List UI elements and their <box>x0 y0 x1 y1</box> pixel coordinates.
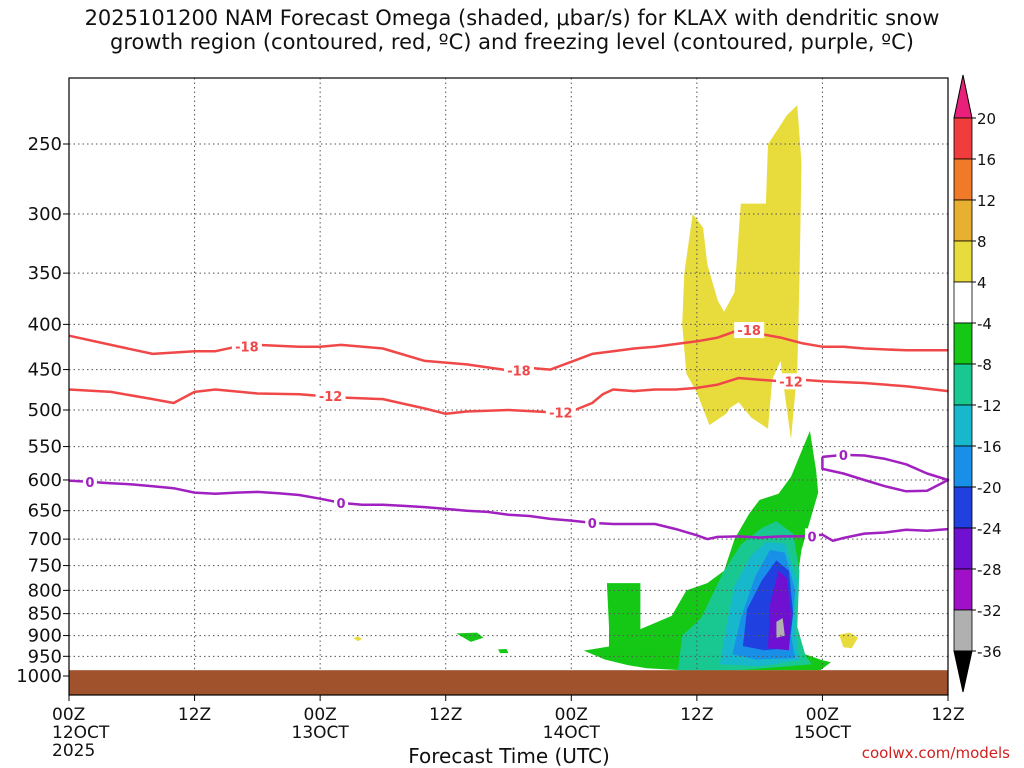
colorbar-segment <box>953 363 973 406</box>
colorbar-label: -8 <box>977 356 992 374</box>
contour-label-bg <box>82 473 97 490</box>
y-tick-label: 600 <box>28 470 62 491</box>
y-tick-label: 700 <box>28 529 62 550</box>
contour-label-bg <box>231 338 262 355</box>
contour-label-bg <box>734 322 765 339</box>
colorbar-label: -32 <box>977 602 1002 620</box>
contour-line-freezing <box>821 453 950 493</box>
ground-terrain <box>69 670 948 695</box>
omega-shade-green-small-a <box>456 632 484 642</box>
colorbar-segment <box>953 445 973 488</box>
contour-label: 0 <box>807 530 816 545</box>
omega-shade-small-yellow-a <box>353 636 362 642</box>
y-tick-label: 950 <box>28 646 62 667</box>
colorbar-segment <box>953 486 973 529</box>
colorbar-segment <box>953 117 973 160</box>
colorbar-segment <box>953 322 973 365</box>
chart-title: 2025101200 NAM Forecast Omega (shaded, μ… <box>84 6 940 54</box>
colorbar-label: -28 <box>977 561 1002 579</box>
colorbar-segment <box>953 404 973 447</box>
contour-label: -18 <box>507 364 531 379</box>
contour-label: -18 <box>737 324 761 339</box>
contour-label: -12 <box>549 406 573 421</box>
x-tick-label: 00Z <box>52 705 85 725</box>
y-tick-label: 250 <box>28 134 62 155</box>
y-tick-label: 750 <box>28 556 62 577</box>
plot-area <box>69 78 948 695</box>
colorbar-segment <box>953 609 973 652</box>
colorbar-label: 20 <box>977 110 996 128</box>
contour-label-bg <box>776 373 807 390</box>
x-tick-label: 12OCT <box>52 723 110 743</box>
source-credit[interactable]: coolwx.com/models <box>861 744 1010 762</box>
x-tick-label: 12Z <box>680 705 713 725</box>
contour-label: -18 <box>235 341 259 356</box>
contour-label: 0 <box>839 449 848 464</box>
contour-label: -12 <box>779 375 803 390</box>
contour-label-bg <box>804 528 819 545</box>
omega-shade-green-small-b <box>498 649 509 654</box>
colorbar-label: -20 <box>977 479 1002 497</box>
y-tick-label: 800 <box>28 580 62 601</box>
omega-shade-small-yellow-b <box>839 632 858 649</box>
colorbar-label: -4 <box>977 315 992 333</box>
colorbar-segment <box>953 568 973 611</box>
contour-label-bg <box>836 446 851 463</box>
x-axis-title: Forecast Time (UTC) <box>408 744 610 768</box>
colorbar-cap-top <box>953 74 973 119</box>
colorbar-label: -12 <box>977 397 1002 415</box>
contour-label-bg <box>545 404 576 421</box>
x-tick-label: 12Z <box>429 705 462 725</box>
x-tick-label: 12Z <box>178 705 211 725</box>
colorbar-label: 8 <box>977 233 987 251</box>
y-tick-label: 1000 <box>16 666 62 687</box>
x-tick-label: 15OCT <box>794 723 852 743</box>
contour-label: -12 <box>319 390 343 405</box>
colorbar-segment <box>953 158 973 201</box>
y-tick-label: 400 <box>28 314 62 335</box>
y-tick-label: 900 <box>28 626 62 647</box>
colorbar-label: -16 <box>977 438 1002 456</box>
colorbar-segment <box>953 240 973 283</box>
colorbar-label: -24 <box>977 520 1002 538</box>
colorbar-segment <box>953 199 973 242</box>
y-tick-label: 650 <box>28 501 62 522</box>
x-tick-label: 00Z <box>304 705 337 725</box>
y-tick-label: 550 <box>28 437 62 458</box>
contour-label-bg <box>315 387 346 404</box>
omega-shade-grey <box>776 618 785 638</box>
omega-shade-upper-yellow <box>682 105 802 440</box>
x-tick-label: 13OCT <box>292 723 350 743</box>
y-tick-label: 300 <box>28 204 62 225</box>
contour-label-bg <box>334 494 349 511</box>
y-tick-label: 850 <box>28 604 62 625</box>
x-tick-label: 14OCT <box>543 723 601 743</box>
plot-frame <box>68 77 949 696</box>
x-tick-label: 00Z <box>806 705 839 725</box>
contour-label-bg <box>503 362 534 379</box>
y-tick-label: 450 <box>28 360 62 381</box>
colorbar-label: -36 <box>977 643 1002 661</box>
contour-label: 0 <box>337 497 346 512</box>
contour-label: 0 <box>85 476 94 491</box>
y-tick-label: 350 <box>28 263 62 284</box>
colorbar-cap-bottom <box>953 650 973 693</box>
y-tick-label: 500 <box>28 400 62 421</box>
colorbar-label: 12 <box>977 192 996 210</box>
colorbar-segment <box>953 527 973 570</box>
x-tick-label: 00Z <box>555 705 588 725</box>
x-tick-label: 12Z <box>931 705 964 725</box>
contour-label-bg <box>585 514 600 531</box>
colorbar-label: 4 <box>977 274 987 292</box>
contour-label: 0 <box>588 517 597 532</box>
colorbar-label: 16 <box>977 151 996 169</box>
x-tick-label: 2025 <box>52 741 95 761</box>
colorbar-segment <box>953 281 973 324</box>
